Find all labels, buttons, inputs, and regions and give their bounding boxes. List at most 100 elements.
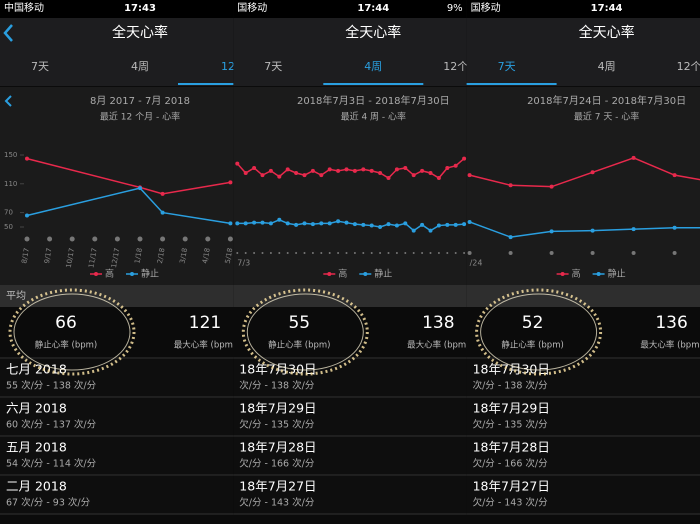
- row-subtitle: 次/分 - 138 次/分: [473, 380, 549, 392]
- legend-label: 高: [338, 268, 347, 280]
- tab[interactable]: 4周: [364, 60, 382, 73]
- time: 17:44: [357, 3, 389, 14]
- tab[interactable]: 12: [221, 60, 235, 73]
- tab[interactable]: 7天: [498, 60, 516, 73]
- data-point: [138, 186, 142, 191]
- header: [0, 18, 234, 50]
- data-point: [160, 191, 165, 196]
- screen-title: 全天心率: [579, 24, 635, 41]
- data-point: [344, 220, 349, 225]
- x-tick-label: 12/17: [110, 247, 121, 268]
- axis-dot: [286, 252, 289, 254]
- data-point: [369, 223, 374, 228]
- data-point: [403, 221, 408, 226]
- data-point: [319, 221, 324, 226]
- row-subtitle: 欠/分 - 166 次/分: [239, 458, 315, 470]
- data-point: [327, 167, 332, 172]
- header: [233, 18, 467, 50]
- axis-dot: [353, 252, 356, 254]
- list-row[interactable]: [0, 398, 234, 436]
- row-title: 六月 2018: [6, 401, 67, 416]
- chart-title: 2018年7月24日 - 2018年7月30日: [527, 94, 686, 107]
- tab[interactable]: 4周: [598, 60, 616, 73]
- stat-label: 最大心率 (bpm): [640, 340, 700, 351]
- data-point: [386, 176, 391, 181]
- list-row[interactable]: [466, 359, 700, 397]
- row-subtitle: 欠/分 - 143 次/分: [239, 497, 315, 509]
- list-row[interactable]: [233, 437, 467, 475]
- data-point: [631, 155, 636, 160]
- stat-value: 52: [522, 313, 544, 333]
- legend-label: 静止: [374, 268, 392, 280]
- legend-dot: [363, 272, 368, 276]
- list-row[interactable]: [466, 437, 700, 475]
- axis-dot: [236, 252, 239, 254]
- stat-value: 66: [55, 313, 77, 333]
- data-point: [252, 220, 257, 225]
- stat-value: 136: [655, 313, 687, 333]
- tab[interactable]: 4周: [131, 60, 149, 73]
- axis-dot: [244, 252, 247, 254]
- sparkle-ring: [8, 288, 136, 376]
- carrier: 国移动: [237, 1, 267, 14]
- tab[interactable]: 12个月: [443, 60, 479, 73]
- list-row[interactable]: [466, 398, 700, 436]
- data-point: [453, 163, 458, 168]
- header: [466, 18, 700, 50]
- data-point: [260, 173, 265, 178]
- data-point: [411, 173, 416, 178]
- section-band: [466, 285, 700, 307]
- axis-dot: [92, 236, 98, 242]
- section-label: 平均: [6, 290, 26, 302]
- row-subtitle: 欠/分 - 135 次/分: [239, 419, 315, 431]
- list-row[interactable]: [233, 476, 467, 514]
- axis-dot: [467, 251, 472, 255]
- data-point: [462, 222, 467, 227]
- tab-bar: [233, 50, 467, 86]
- data-point: [631, 227, 636, 232]
- sparkle-ring: [13, 293, 131, 371]
- data-point: [386, 222, 391, 227]
- row-subtitle: 67 次/分 - 93 次/分: [6, 497, 91, 509]
- battery: 9%: [447, 3, 463, 14]
- x-tick-label: 10/17: [65, 247, 76, 268]
- back-button[interactable]: [3, 24, 13, 42]
- legend-dot: [560, 272, 565, 276]
- axis-dot: [590, 251, 595, 255]
- tab[interactable]: 7天: [264, 60, 282, 73]
- stat-value: 55: [288, 313, 310, 333]
- axis-dot: [303, 252, 306, 254]
- x-tick-label: 5/18: [224, 247, 235, 264]
- time: 17:44: [591, 3, 623, 14]
- stat-label: 静止心率 (bpm): [35, 340, 97, 351]
- chart-prev[interactable]: [4, 95, 12, 107]
- legend-dot: [130, 272, 134, 276]
- row-subtitle: 次/分 - 138 次/分: [239, 380, 315, 392]
- row-title: 二月 2018: [6, 479, 67, 494]
- list-row[interactable]: [0, 476, 234, 514]
- data-point: [302, 221, 307, 226]
- tab[interactable]: 7天: [31, 60, 49, 73]
- row-title: 18年7月29日: [473, 401, 550, 416]
- axis-dot: [311, 252, 314, 254]
- data-point: [549, 184, 554, 189]
- axis-dot: [182, 236, 188, 242]
- tab-bar: [0, 50, 234, 86]
- axis-dot: [137, 236, 143, 242]
- stat-value: 138: [422, 313, 454, 333]
- axis-dot: [295, 252, 298, 254]
- list-row[interactable]: [0, 359, 234, 397]
- data-point: [243, 221, 248, 226]
- data-point: [268, 168, 273, 173]
- tab-indicator: [323, 83, 424, 85]
- tab[interactable]: 12个月: [677, 60, 700, 73]
- legend-dot: [596, 272, 601, 276]
- list-row[interactable]: [0, 437, 234, 475]
- data-point: [590, 228, 595, 233]
- x-tick-label: 11/17: [87, 247, 98, 268]
- axis-dot: [320, 252, 323, 254]
- list-row[interactable]: [233, 398, 467, 436]
- list-row[interactable]: [466, 476, 700, 514]
- axis-dot: [631, 251, 636, 255]
- list-row[interactable]: [233, 359, 467, 397]
